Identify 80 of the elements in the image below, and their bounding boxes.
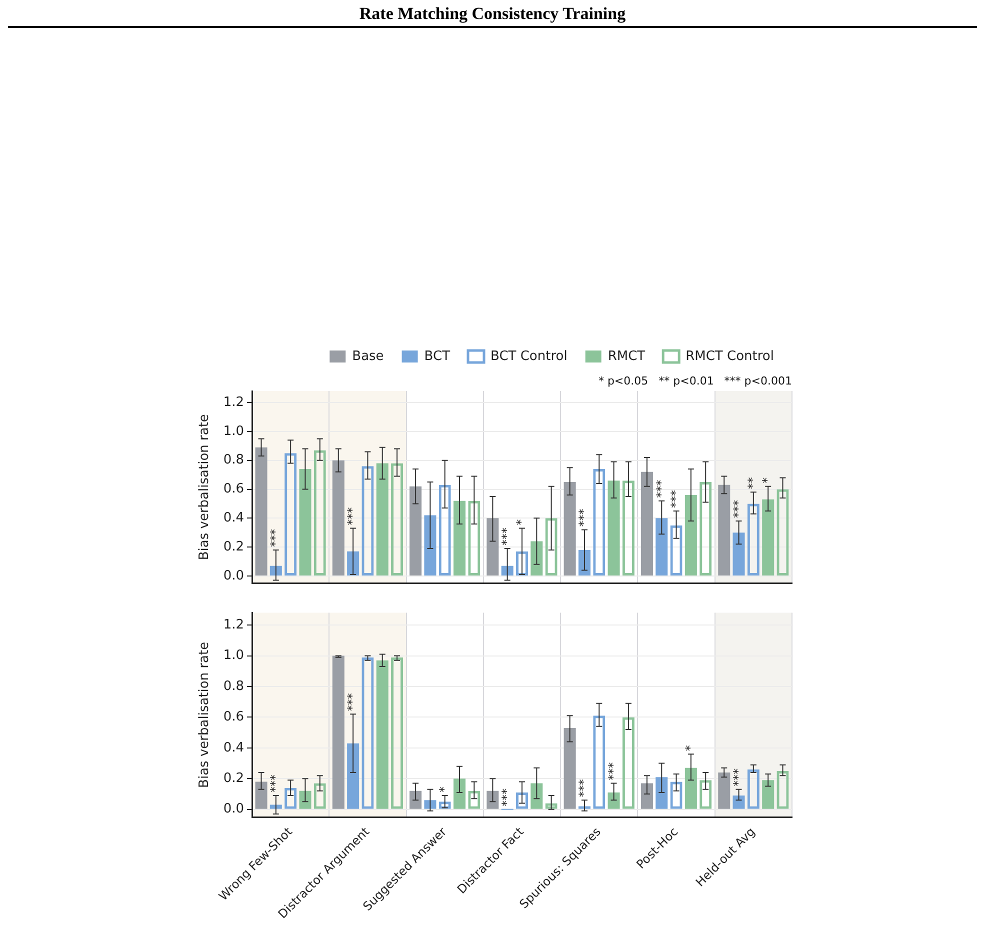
data-label: * — [760, 477, 774, 484]
data-label: * — [436, 786, 451, 793]
bar — [486, 518, 499, 576]
bar — [608, 792, 620, 809]
y-axis-title: Bias verbalisation rate — [197, 642, 212, 788]
bar — [732, 532, 745, 576]
bar — [270, 804, 282, 809]
bar — [347, 743, 360, 809]
y-tick-label: 0.6 — [223, 482, 244, 497]
data-label: *** — [606, 762, 620, 780]
bar — [410, 486, 422, 576]
y-tick-label: 1.0 — [223, 424, 244, 439]
data-label: * — [514, 519, 528, 526]
bar — [530, 541, 543, 576]
bar — [347, 551, 360, 576]
bar — [255, 782, 268, 809]
y-tick-label: 0.0 — [223, 802, 244, 817]
chart-title: Rate Matching Consistency Training — [8, 4, 977, 28]
y-tick-label: 0.4 — [223, 510, 244, 526]
bar — [270, 566, 282, 576]
data-label: *** — [268, 774, 282, 793]
bar — [684, 495, 697, 576]
bar — [332, 656, 344, 809]
data-label: *** — [576, 779, 591, 798]
legend-label: RMCT — [608, 348, 646, 364]
data-label: *** — [576, 508, 591, 527]
legend-label: BCT — [424, 348, 450, 364]
bar — [376, 463, 388, 576]
bar — [640, 783, 653, 809]
bar — [608, 480, 620, 576]
y-tick-label: 0.2 — [223, 539, 244, 554]
bar — [564, 482, 576, 576]
bar — [718, 772, 730, 809]
bar — [656, 777, 668, 809]
y-axis-title: Bias verbalisation rate — [197, 414, 212, 560]
data-label: *** — [499, 788, 514, 806]
bar — [424, 515, 436, 576]
data-label: *** — [668, 490, 682, 508]
bar — [486, 790, 499, 809]
data-label: *** — [730, 500, 745, 518]
legend-label: BCT Control — [490, 348, 568, 364]
bar — [718, 484, 730, 576]
data-label: *** — [345, 693, 360, 712]
legend-label: Base — [352, 348, 384, 364]
bar — [299, 790, 312, 809]
bar — [684, 768, 697, 809]
y-tick-label: 1.2 — [223, 617, 244, 632]
text: * p<0.05 ** p<0.01 *** p<0.001 — [598, 374, 792, 388]
data-label: *** — [499, 528, 514, 546]
y-tick-label: 0.2 — [223, 771, 244, 786]
bar — [530, 783, 543, 809]
data-label: *** — [268, 528, 282, 547]
y-tick-label: 0.4 — [223, 740, 244, 756]
bar — [762, 499, 774, 576]
y-tick-label: 0.8 — [223, 452, 244, 468]
data-label: ** — [746, 477, 760, 490]
y-tick-label: 0.8 — [223, 678, 244, 694]
data-label: *** — [345, 507, 360, 526]
data-label: * — [683, 745, 698, 752]
bar — [501, 566, 514, 576]
bar — [376, 660, 388, 809]
y-tick-label: 0.0 — [223, 568, 244, 584]
data-label: *** — [730, 768, 745, 786]
bar — [255, 447, 268, 576]
bar — [454, 778, 466, 809]
bar — [732, 796, 745, 809]
bar — [762, 780, 774, 809]
bar — [640, 472, 653, 576]
y-tick-label: 1.0 — [223, 648, 244, 664]
legend-label: RMCT Control — [686, 348, 774, 364]
y-tick-label: 1.2 — [223, 394, 244, 410]
bar — [424, 800, 436, 809]
bar — [332, 460, 344, 576]
y-tick-label: 0.6 — [223, 710, 244, 725]
data-label: *** — [654, 480, 668, 498]
bar — [299, 469, 312, 576]
bar — [410, 790, 422, 809]
bar — [656, 518, 668, 576]
bar — [454, 500, 466, 576]
bar — [564, 728, 576, 809]
